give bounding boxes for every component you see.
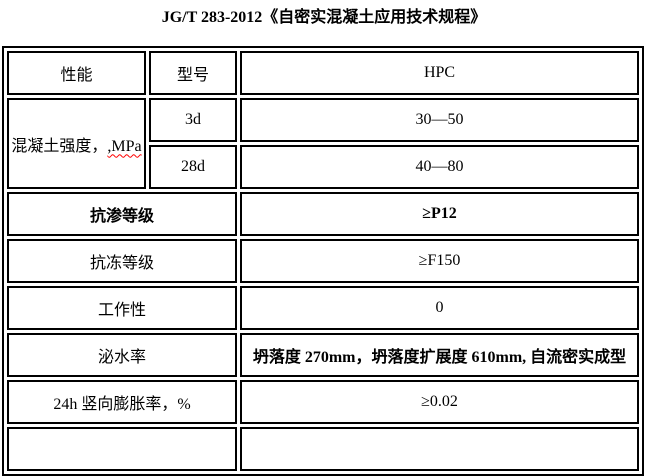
- header-cell-performance: 性能: [7, 51, 146, 95]
- expansion-rate-value-cell: ≥0.02: [240, 380, 639, 424]
- value-cell-28d: 40—80: [240, 145, 639, 189]
- truncated-value-cell: [240, 427, 639, 471]
- strength-label: 混凝土强度，: [11, 137, 108, 155]
- impermeability-label-cell: 抗渗等级: [7, 192, 237, 236]
- impermeability-row: 抗渗等级 ≥P12: [7, 192, 639, 236]
- age-cell-3d: 3d: [149, 98, 237, 142]
- strength-row-3d: 混凝土强度，,MPa 3d 30—50: [7, 98, 639, 189]
- frost-resistance-row: 抗冻等级 ≥F150: [7, 239, 639, 283]
- bleeding-rate-value-cell: 坍落度 270mm，坍落度扩展度 610mm, 自流密实成型: [240, 333, 639, 377]
- strength-row-28d: 28d 40—80: [7, 145, 639, 189]
- frost-resistance-value-cell: ≥F150: [240, 239, 639, 283]
- truncated-label-cell: [7, 427, 237, 471]
- bleeding-rate-row: 泌水率 坍落度 270mm，坍落度扩展度 610mm, 自流密实成型: [7, 333, 639, 377]
- expansion-rate-label-cell: 24h 竖向膨胀率，%: [7, 380, 237, 424]
- spec-table: 性能 型号 HPC 混凝土强度，,MPa 3d 30—50 28d 40—80 …: [2, 46, 644, 476]
- impermeability-value-cell: ≥P12: [240, 192, 639, 236]
- strength-label-cell: 混凝土强度，,MPa: [7, 98, 146, 189]
- age-cell-28d: 28d: [149, 145, 237, 189]
- workability-label-cell: 工作性: [7, 286, 237, 330]
- value-cell-3d: 30—50: [240, 98, 639, 142]
- header-row: 性能 型号 HPC: [7, 51, 639, 95]
- workability-value-cell: 0: [240, 286, 639, 330]
- expansion-rate-row: 24h 竖向膨胀率，% ≥0.02: [7, 380, 639, 424]
- workability-row: 工作性 0: [7, 286, 639, 330]
- bleeding-rate-label-cell: 泌水率: [7, 333, 237, 377]
- header-cell-product: HPC: [240, 51, 639, 95]
- frost-resistance-label-cell: 抗冻等级: [7, 239, 237, 283]
- strength-unit-spellcheck: ,MPa: [107, 137, 142, 155]
- header-cell-model: 型号: [149, 51, 237, 95]
- truncated-row: [7, 427, 639, 471]
- document-title: JG/T 283-2012《自密实混凝土应用技术规程》: [161, 9, 487, 26]
